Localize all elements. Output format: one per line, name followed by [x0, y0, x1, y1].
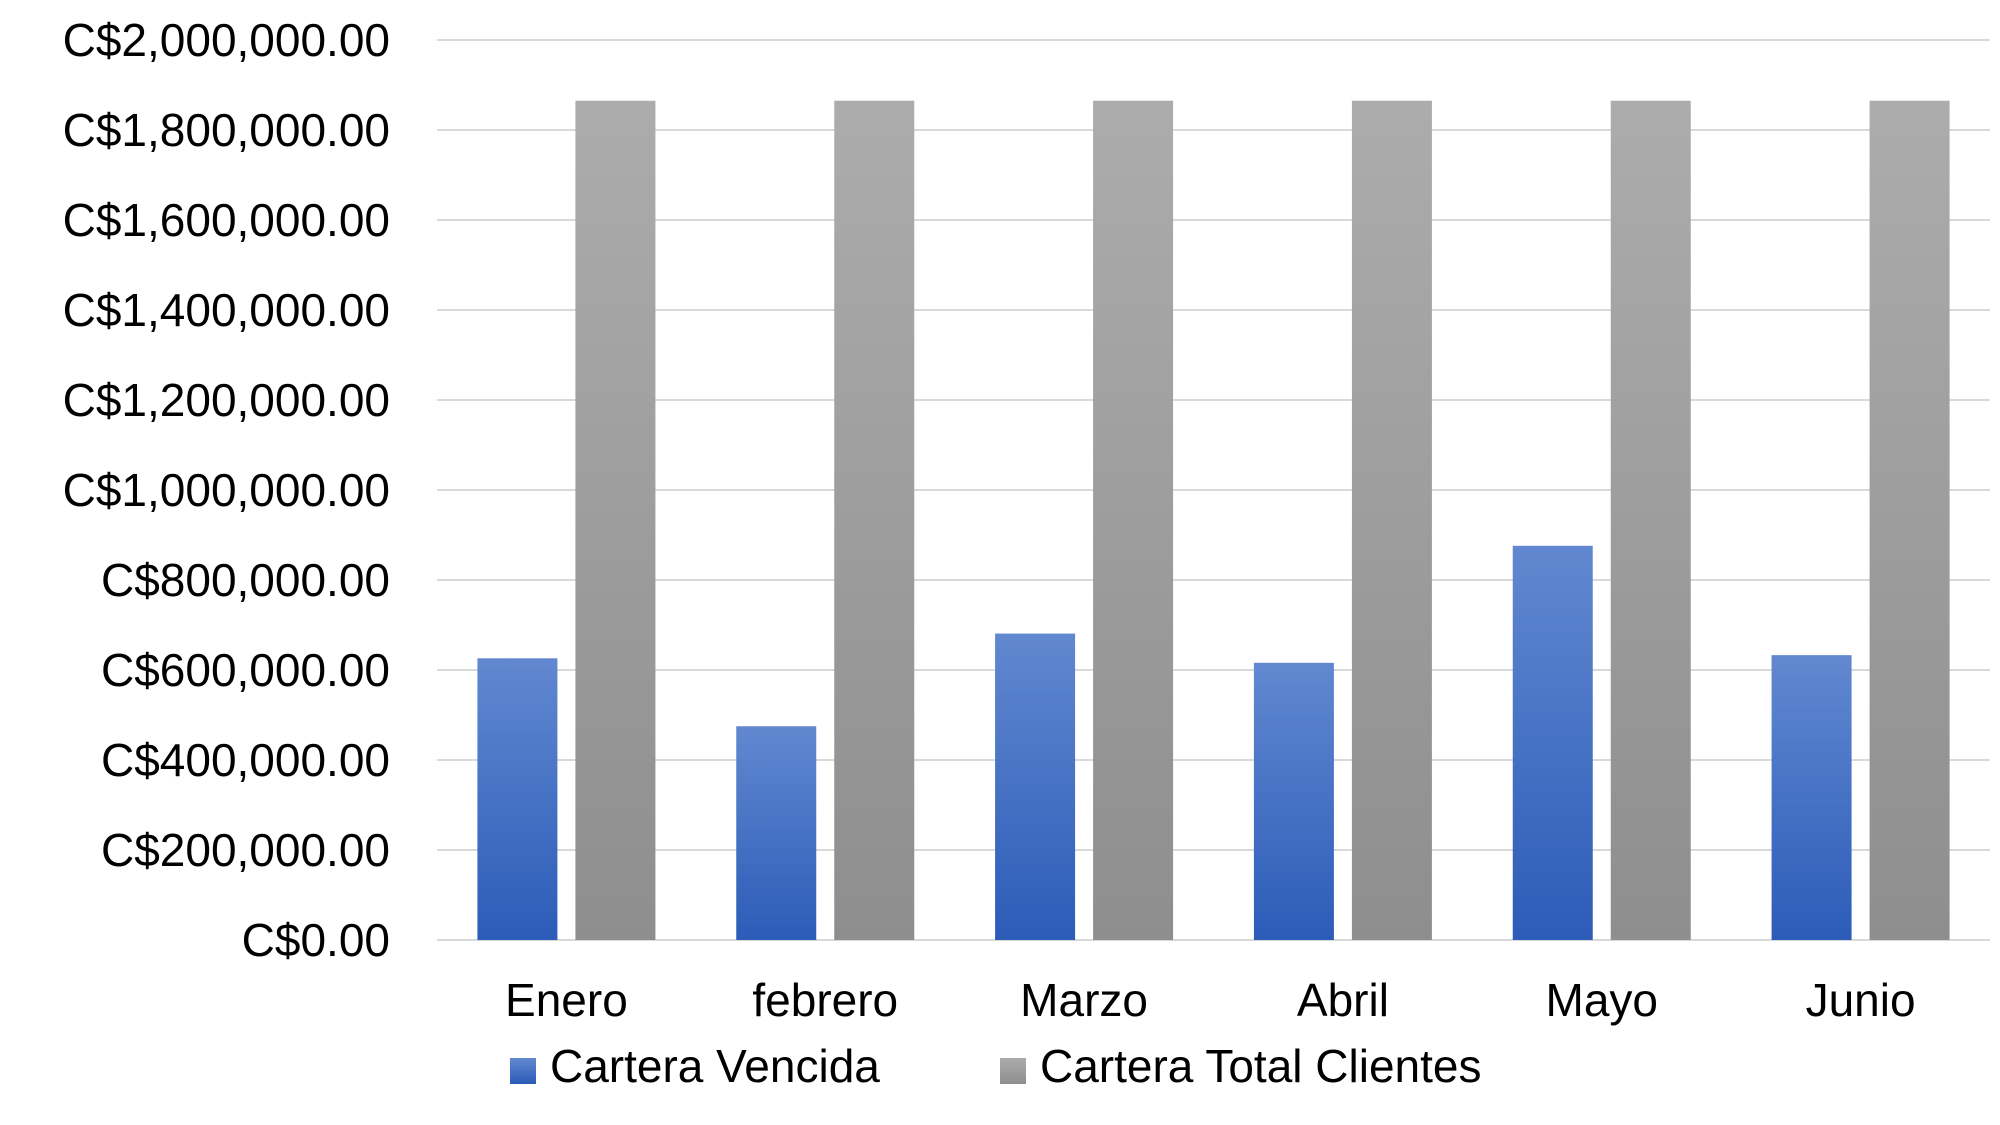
y-tick-label: C$400,000.00	[101, 734, 390, 786]
x-tick-label: Mayo	[1546, 974, 1658, 1026]
y-tick-label: C$800,000.00	[101, 554, 390, 606]
legend-swatch	[510, 1058, 536, 1084]
y-tick-label: C$600,000.00	[101, 644, 390, 696]
bar-cartera-vencida	[1771, 655, 1852, 940]
bar-cartera-total-clientes	[1351, 100, 1432, 940]
y-tick-label: C$1,000,000.00	[63, 464, 390, 516]
y-tick-label: C$1,200,000.00	[63, 374, 390, 426]
y-tick-label: C$0.00	[242, 914, 390, 966]
bar-cartera-total-clientes	[834, 100, 915, 940]
legend-swatch	[1000, 1058, 1026, 1084]
bar-cartera-vencida	[1253, 662, 1334, 940]
x-tick-label: Enero	[505, 974, 628, 1026]
x-tick-label: Junio	[1806, 974, 1916, 1026]
bar-cartera-vencida	[477, 658, 558, 940]
legend-label: Cartera Vencida	[550, 1040, 880, 1092]
y-tick-label: C$1,400,000.00	[63, 284, 390, 336]
bar-cartera-total-clientes	[1610, 100, 1691, 940]
y-tick-label: C$1,600,000.00	[63, 194, 390, 246]
x-tick-label: febrero	[752, 974, 898, 1026]
bar-cartera-total-clientes	[1093, 100, 1174, 940]
bar-cartera-vencida	[995, 633, 1076, 940]
bar-cartera-vencida	[736, 726, 817, 940]
gridlines	[437, 39, 1990, 941]
x-tick-label: Marzo	[1020, 974, 1148, 1026]
bar-cartera-total-clientes	[1869, 100, 1950, 940]
legend-label: Cartera Total Clientes	[1040, 1040, 1481, 1092]
bars	[477, 100, 1950, 940]
bar-cartera-vencida	[1512, 545, 1593, 940]
y-tick-label: C$2,000,000.00	[63, 14, 390, 66]
y-tick-label: C$1,800,000.00	[63, 104, 390, 156]
bar-cartera-total-clientes	[575, 100, 656, 940]
y-tick-label: C$200,000.00	[101, 824, 390, 876]
x-tick-label: Abril	[1297, 974, 1389, 1026]
legend: Cartera Vencida Cartera Total Clientes	[510, 1040, 1481, 1092]
y-axis: C$0.00 C$200,000.00 C$400,000.00 C$600,000.…	[63, 14, 390, 966]
x-axis: Enero febrero Marzo Abril Mayo Junio	[505, 974, 1916, 1026]
